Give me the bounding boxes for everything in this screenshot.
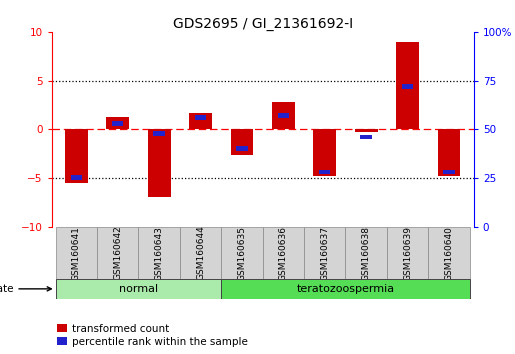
Bar [402, 84, 413, 89]
Text: GSM160638: GSM160638 [362, 225, 371, 281]
Bar [443, 170, 455, 175]
Title: GDS2695 / GI_21361692-I: GDS2695 / GI_21361692-I [173, 17, 353, 31]
Text: teratozoospermia: teratozoospermia [297, 284, 394, 294]
FancyBboxPatch shape [56, 227, 97, 280]
FancyBboxPatch shape [263, 227, 304, 280]
Bar [396, 42, 419, 129]
FancyBboxPatch shape [180, 227, 221, 280]
Bar [195, 115, 206, 120]
Bar [71, 176, 82, 180]
Bar [272, 102, 295, 129]
Bar [112, 121, 124, 126]
FancyBboxPatch shape [56, 279, 221, 299]
Bar [319, 170, 331, 175]
FancyBboxPatch shape [97, 227, 139, 280]
FancyBboxPatch shape [428, 227, 470, 280]
Text: GSM160639: GSM160639 [403, 225, 412, 281]
Bar [189, 113, 212, 129]
FancyBboxPatch shape [221, 279, 470, 299]
Text: GSM160642: GSM160642 [113, 226, 122, 280]
Bar [148, 129, 170, 198]
Bar [107, 116, 129, 129]
Bar [355, 129, 377, 132]
FancyBboxPatch shape [139, 227, 180, 280]
Bar [278, 113, 289, 118]
Text: GSM160643: GSM160643 [154, 225, 164, 281]
Text: GSM160636: GSM160636 [279, 225, 288, 281]
Bar [153, 131, 165, 136]
Text: GSM160635: GSM160635 [237, 225, 247, 281]
Bar [313, 129, 336, 176]
Text: GSM160641: GSM160641 [72, 225, 81, 281]
Bar [65, 129, 88, 183]
Text: GSM160644: GSM160644 [196, 226, 205, 280]
Text: GSM160640: GSM160640 [444, 225, 454, 281]
Bar [438, 129, 460, 176]
FancyBboxPatch shape [304, 227, 346, 280]
FancyBboxPatch shape [387, 227, 428, 280]
FancyBboxPatch shape [346, 227, 387, 280]
Text: disease state: disease state [0, 284, 52, 294]
Bar [360, 135, 372, 139]
Bar [236, 146, 248, 151]
Legend: transformed count, percentile rank within the sample: transformed count, percentile rank withi… [57, 324, 248, 347]
Text: normal: normal [119, 284, 158, 294]
Text: GSM160637: GSM160637 [320, 225, 329, 281]
FancyBboxPatch shape [221, 227, 263, 280]
Bar [231, 129, 253, 155]
